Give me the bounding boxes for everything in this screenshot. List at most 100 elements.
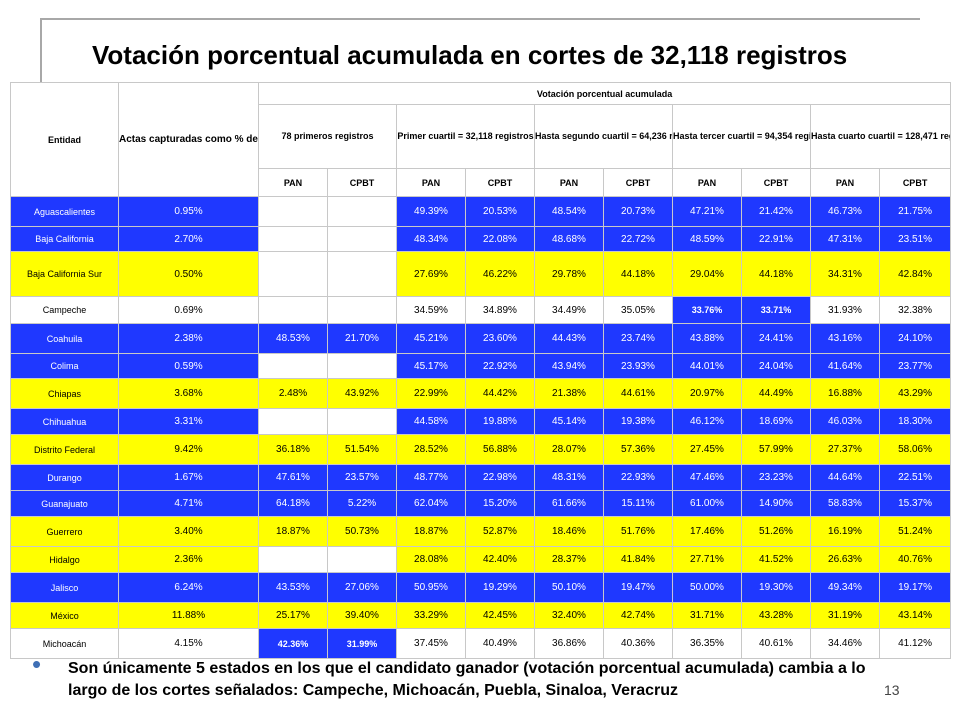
header-group-5: Hasta cuarto cuartil = 128,471 registros bbox=[809, 104, 952, 169]
pan-value: 21.38% bbox=[534, 378, 604, 409]
pan-value bbox=[258, 296, 328, 324]
cpbt-value: 19.38% bbox=[603, 408, 673, 435]
acts-percent: 11.88% bbox=[118, 602, 259, 629]
pan-value: 37.45% bbox=[396, 628, 466, 659]
cpbt-value: 40.76% bbox=[878, 546, 952, 573]
pan-value: 29.04% bbox=[672, 251, 742, 297]
pan-value: 33.76% bbox=[672, 296, 742, 324]
state-name: Chihuahua bbox=[10, 408, 119, 435]
acts-percent: 3.40% bbox=[118, 516, 259, 547]
table-row: Chihuahua 3.31% 44.58% 19.88% 45.14% 19.38% 46… bbox=[10, 408, 952, 435]
cpbt-value: 35.05% bbox=[603, 296, 673, 324]
pan-value: 44.43% bbox=[534, 323, 604, 354]
table-row: Baja California 2.70% 48.34% 22.08% 48.68% 22… bbox=[10, 226, 952, 252]
header-cpbt: CPBT bbox=[327, 168, 397, 197]
state-name: Aguascalientes bbox=[10, 196, 119, 227]
pan-value: 36.35% bbox=[672, 628, 742, 659]
pan-value: 16.19% bbox=[810, 516, 880, 547]
header-entity: Entidad bbox=[10, 82, 119, 197]
pan-value: 44.01% bbox=[672, 353, 742, 379]
cpbt-value: 39.40% bbox=[327, 602, 397, 629]
cpbt-value: 44.61% bbox=[603, 378, 673, 409]
pan-value bbox=[258, 353, 328, 379]
pan-value: 36.86% bbox=[534, 628, 604, 659]
pan-value: 34.46% bbox=[810, 628, 880, 659]
pan-value: 31.93% bbox=[810, 296, 880, 324]
cpbt-value: 5.22% bbox=[327, 490, 397, 517]
pan-value: 20.97% bbox=[672, 378, 742, 409]
cpbt-value: 23.60% bbox=[465, 323, 535, 354]
summary-note: Son únicamente 5 estados en los que el c… bbox=[68, 660, 866, 699]
cpbt-value: 56.88% bbox=[465, 434, 535, 465]
cpbt-value: 18.30% bbox=[878, 408, 952, 435]
acts-percent: 0.50% bbox=[118, 251, 259, 297]
state-name: Distrito Federal bbox=[10, 434, 119, 465]
cpbt-value: 19.88% bbox=[465, 408, 535, 435]
cpbt-value: 50.73% bbox=[327, 516, 397, 547]
cpbt-value: 40.61% bbox=[741, 628, 811, 659]
state-name: Baja California Sur bbox=[10, 251, 119, 297]
pan-value: 31.71% bbox=[672, 602, 742, 629]
cpbt-value: 42.40% bbox=[465, 546, 535, 573]
pan-value: 34.49% bbox=[534, 296, 604, 324]
cpbt-value: 24.41% bbox=[741, 323, 811, 354]
cpbt-value: 43.28% bbox=[741, 602, 811, 629]
cpbt-value: 40.49% bbox=[465, 628, 535, 659]
pan-value: 36.18% bbox=[258, 434, 328, 465]
cpbt-value: 24.04% bbox=[741, 353, 811, 379]
pan-value: 46.12% bbox=[672, 408, 742, 435]
table-row: Chiapas 3.68% 2.48% 43.92% 22.99% 44.42% 21.38… bbox=[10, 378, 952, 409]
pan-value: 27.71% bbox=[672, 546, 742, 573]
cpbt-value: 42.84% bbox=[878, 251, 952, 297]
state-name: Jalisco bbox=[10, 572, 119, 603]
header-cpbt: CPBT bbox=[878, 168, 952, 197]
cpbt-value: 41.84% bbox=[603, 546, 673, 573]
cpbt-value bbox=[327, 353, 397, 379]
cpbt-value: 22.92% bbox=[465, 353, 535, 379]
pan-value: 48.68% bbox=[534, 226, 604, 252]
acts-percent: 2.36% bbox=[118, 546, 259, 573]
pan-value: 26.63% bbox=[810, 546, 880, 573]
pan-value: 28.37% bbox=[534, 546, 604, 573]
results-table: Entidad Actas capturadas como % de la ca… bbox=[10, 82, 952, 659]
frame-top-line bbox=[40, 18, 920, 20]
header-cpbt: CPBT bbox=[465, 168, 535, 197]
acts-percent: 9.42% bbox=[118, 434, 259, 465]
cpbt-value: 15.20% bbox=[465, 490, 535, 517]
pan-value: 43.16% bbox=[810, 323, 880, 354]
state-name: Durango bbox=[10, 464, 119, 491]
cpbt-value: 51.26% bbox=[741, 516, 811, 547]
pan-value: 45.14% bbox=[534, 408, 604, 435]
cpbt-value: 32.38% bbox=[878, 296, 952, 324]
header-group-1: 78 primeros registros bbox=[258, 104, 397, 169]
state-name: México bbox=[10, 602, 119, 629]
pan-value: 27.37% bbox=[810, 434, 880, 465]
pan-value: 47.21% bbox=[672, 196, 742, 227]
cpbt-value bbox=[327, 226, 397, 252]
cpbt-value: 22.08% bbox=[465, 226, 535, 252]
pan-value: 28.52% bbox=[396, 434, 466, 465]
cpbt-value: 52.87% bbox=[465, 516, 535, 547]
pan-value: 41.64% bbox=[810, 353, 880, 379]
table-row: Michoacán 4.15% 42.36% 31.99% 37.45% 40.49% 36… bbox=[10, 628, 952, 659]
state-name: Hidalgo bbox=[10, 546, 119, 573]
pan-value: 47.46% bbox=[672, 464, 742, 491]
pan-value: 17.46% bbox=[672, 516, 742, 547]
page-number: 13 bbox=[884, 682, 900, 698]
header-acts: Actas capturadas como % de la captura na… bbox=[118, 82, 259, 197]
cpbt-value: 21.70% bbox=[327, 323, 397, 354]
pan-value: 49.34% bbox=[810, 572, 880, 603]
table-row: Colima 0.59% 45.17% 22.92% 43.94% 23.93% 44.01… bbox=[10, 353, 952, 379]
acts-percent: 0.59% bbox=[118, 353, 259, 379]
table-row: Baja California Sur 0.50% 27.69% 46.22% 29.7… bbox=[10, 251, 952, 297]
cpbt-value: 41.12% bbox=[878, 628, 952, 659]
pan-value bbox=[258, 196, 328, 227]
header-cpbt: CPBT bbox=[603, 168, 673, 197]
pan-value: 50.95% bbox=[396, 572, 466, 603]
pan-value: 18.46% bbox=[534, 516, 604, 547]
header-pan: PAN bbox=[672, 168, 742, 197]
header-pan: PAN bbox=[534, 168, 604, 197]
pan-value: 31.19% bbox=[810, 602, 880, 629]
cpbt-value: 33.71% bbox=[741, 296, 811, 324]
pan-value: 32.40% bbox=[534, 602, 604, 629]
